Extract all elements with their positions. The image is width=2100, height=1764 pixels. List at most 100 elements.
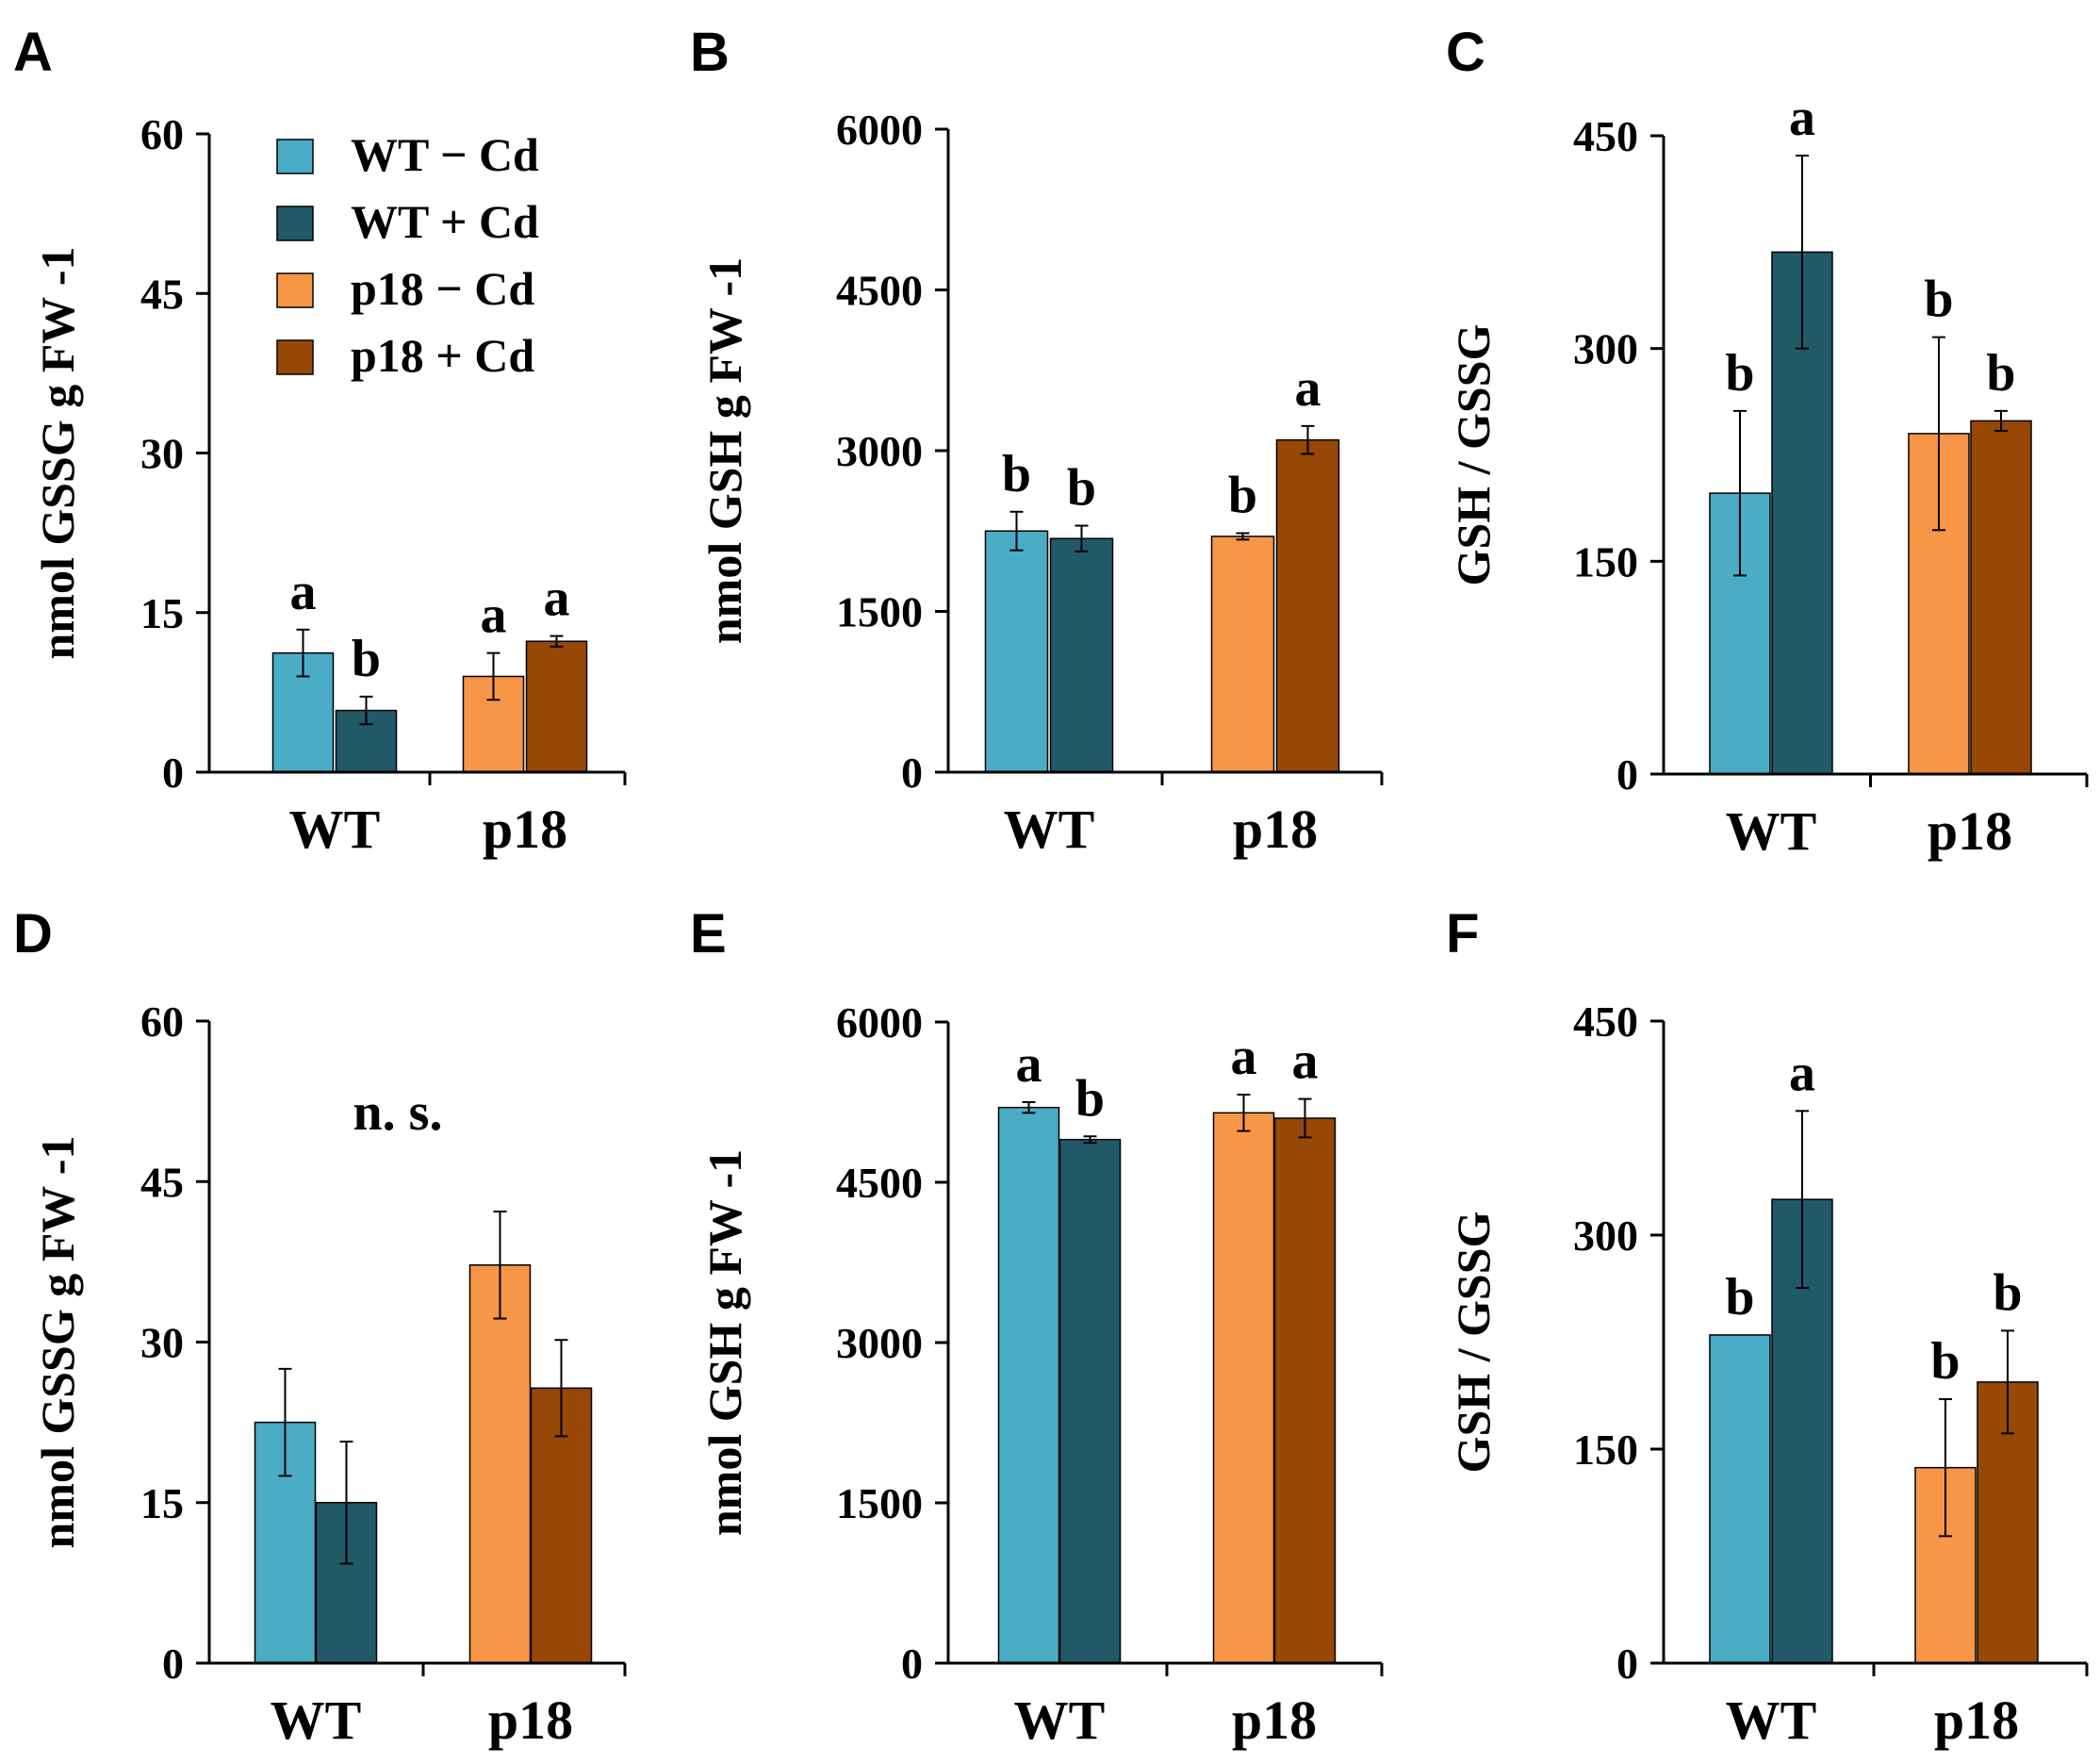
bar — [1058, 1138, 1122, 1664]
y-tick-label: 0 — [162, 1640, 184, 1688]
y-tick-label: 300 — [1573, 1212, 1638, 1260]
y-tick-label: 30 — [140, 430, 184, 478]
x-category-label: WT — [289, 799, 381, 860]
y-tick-label: 45 — [140, 270, 184, 318]
legend-swatch — [276, 272, 314, 308]
significance-letter: a — [481, 586, 507, 645]
x-category-label: p18 — [1934, 1690, 2019, 1751]
legend-label: p18 − Cd — [351, 262, 534, 315]
legend-swatch — [276, 339, 314, 375]
y-axis-label: nmol GSSG g FW -1 — [31, 246, 84, 659]
y-tick-label: 0 — [1616, 750, 1638, 799]
y-axis-label: nmol GSH g FW -1 — [698, 257, 751, 644]
x-category-label: p18 — [483, 799, 567, 860]
panel-letter: F — [1446, 903, 1479, 964]
panel-letter: B — [690, 22, 730, 83]
y-tick-label: 15 — [140, 1479, 184, 1527]
significance-letter: a — [1016, 1035, 1042, 1094]
y-axis-label: GSH / GSSG — [1447, 324, 1500, 586]
y-tick-label: 0 — [901, 749, 923, 797]
legend-label: WT + Cd — [351, 195, 539, 248]
significance-letter: b — [1986, 344, 2015, 403]
significance-letter: a — [1292, 1032, 1319, 1091]
y-tick-label: 60 — [140, 110, 184, 158]
y-tick-label: 1500 — [836, 1479, 923, 1527]
x-category-label: WT — [1004, 799, 1095, 860]
y-tick-label: 0 — [901, 1640, 923, 1688]
bar — [525, 640, 588, 773]
bar — [1709, 1334, 1771, 1664]
x-category-label: WT — [1014, 1690, 1106, 1751]
panel-letter: D — [13, 903, 53, 964]
significance-letter: b — [1075, 1069, 1105, 1128]
y-tick-label: 30 — [140, 1319, 184, 1367]
legend-label: p18 + Cd — [351, 329, 534, 382]
y-tick-label: 3000 — [836, 1319, 923, 1367]
x-category-label: WT — [271, 1690, 362, 1751]
y-tick-label: 1500 — [836, 588, 923, 636]
y-tick-label: 4500 — [836, 1159, 923, 1207]
bar — [468, 1264, 532, 1664]
y-tick-label: 60 — [140, 997, 184, 1046]
y-tick-label: 6000 — [836, 106, 923, 154]
y-tick-label: 300 — [1573, 325, 1638, 373]
legend-label: WT − Cd — [351, 128, 539, 181]
significance-letter: a — [1295, 359, 1321, 418]
y-tick-label: 45 — [140, 1158, 184, 1206]
y-tick-label: 15 — [140, 589, 184, 637]
significance-letter: a — [290, 563, 317, 621]
panel-letter: C — [1446, 22, 1485, 83]
annotation-ns: n. s. — [353, 1083, 443, 1142]
bar — [1212, 1112, 1275, 1664]
x-category-label: p18 — [488, 1690, 573, 1751]
significance-letter: b — [1930, 1332, 1960, 1391]
bar — [1275, 438, 1340, 773]
y-tick-label: 450 — [1573, 112, 1638, 160]
significance-letter: b — [1993, 1263, 2022, 1322]
significance-letter: a — [1789, 1044, 1815, 1102]
significance-letter: b — [1002, 445, 1031, 503]
y-axis-label: GSH / GSSG — [1447, 1212, 1500, 1474]
significance-letter: b — [1228, 467, 1257, 525]
y-axis-label: nmol GSSG g FW -1 — [31, 1135, 84, 1548]
y-tick-label: 0 — [1616, 1640, 1638, 1688]
bar — [997, 1106, 1060, 1664]
panel-letter: A — [13, 22, 53, 83]
y-tick-label: 0 — [162, 749, 184, 797]
significance-letter: b — [1725, 1268, 1754, 1327]
x-category-label: WT — [1726, 800, 1817, 862]
x-category-label: p18 — [1928, 800, 2012, 862]
x-category-label: p18 — [1232, 1690, 1317, 1751]
legend-swatch — [276, 139, 314, 174]
bar — [984, 530, 1049, 773]
y-tick-label: 150 — [1573, 537, 1638, 585]
significance-letter: b — [352, 630, 381, 688]
legend: WT − Cd WT + Cd p18 − Cd p18 + Cd — [276, 128, 539, 382]
significance-letter: a — [544, 569, 570, 628]
panel-letter: E — [690, 903, 727, 964]
y-tick-label: 6000 — [836, 998, 923, 1047]
y-tick-label: 150 — [1573, 1426, 1638, 1474]
significance-letter: b — [1725, 344, 1754, 403]
y-tick-label: 450 — [1573, 997, 1638, 1046]
bar — [1210, 536, 1275, 773]
bar — [1273, 1117, 1337, 1664]
y-tick-label: 3000 — [836, 427, 923, 475]
x-category-label: p18 — [1233, 799, 1318, 860]
significance-letter: b — [1924, 271, 1953, 329]
significance-letter: b — [1067, 459, 1096, 518]
panel-d: D 0 15 30 45 60 WT p18 nmol GSSG g FW -1 n. s. — [13, 903, 627, 1751]
y-tick-label: 4500 — [836, 267, 923, 315]
significance-letter: a — [1231, 1028, 1257, 1086]
significance-letter: a — [1789, 89, 1815, 147]
y-axis-label: nmol GSH g FW -1 — [698, 1149, 751, 1536]
x-category-label: WT — [1726, 1690, 1817, 1751]
bar — [1049, 537, 1114, 773]
legend-swatch — [276, 206, 314, 241]
